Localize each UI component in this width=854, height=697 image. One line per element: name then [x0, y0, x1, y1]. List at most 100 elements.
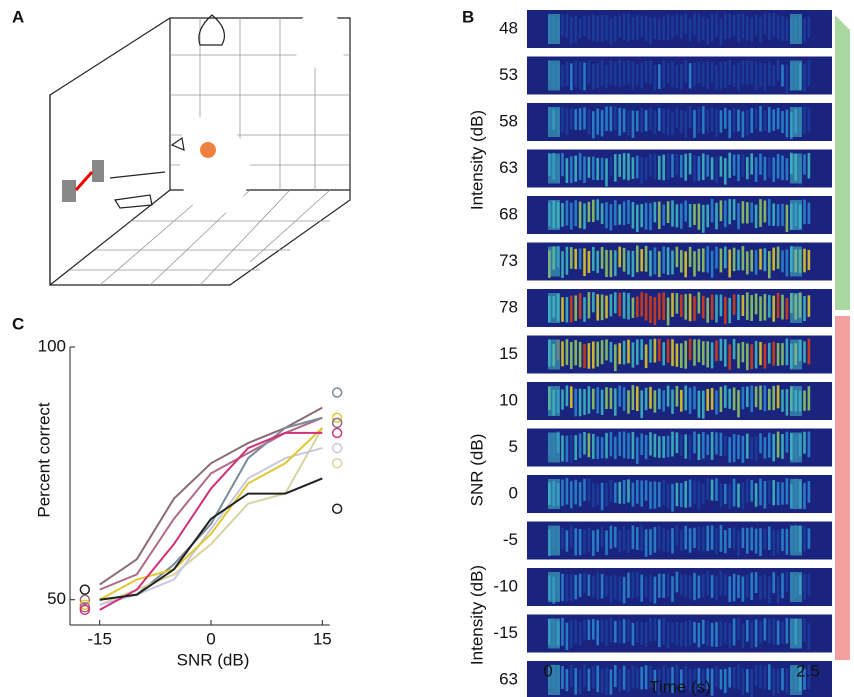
spectrogram-band	[644, 387, 648, 411]
spectrogram-band	[697, 668, 701, 689]
spectrogram-band	[693, 527, 696, 548]
spectrogram-band	[768, 576, 771, 604]
spectrogram-band	[666, 14, 670, 41]
spectrogram-band	[609, 294, 613, 317]
spectrogram-band	[737, 483, 740, 508]
spectrogram-band	[662, 617, 665, 646]
row-label: 63	[499, 158, 518, 177]
spectrogram-band	[600, 526, 604, 548]
spectrogram-band	[561, 152, 564, 177]
spectrogram-band	[570, 63, 573, 91]
spectrogram-band	[578, 528, 582, 556]
spectrogram-band	[719, 156, 723, 177]
spectrogram-band	[658, 436, 661, 458]
spectrogram-band	[618, 107, 621, 136]
spectrogram-band	[741, 435, 745, 463]
spectrogram-band	[732, 573, 736, 602]
spectrogram-band	[728, 110, 731, 139]
spectrogram-band	[684, 621, 687, 647]
spectrogram-band	[596, 199, 599, 221]
spectrogram-band	[578, 388, 582, 417]
spectrograms: 48 53 58 63 68 73 78 15 10 5 0 -5 -10 -15 63 Intensity …	[467, 10, 832, 697]
spectrogram-band	[627, 669, 630, 693]
spectrogram-band	[583, 203, 586, 230]
spectrogram-band	[776, 59, 780, 81]
spectrogram-band	[640, 390, 643, 419]
spectrogram-band	[807, 202, 811, 224]
spectrogram-band	[684, 251, 687, 278]
spectrogram-band	[693, 251, 696, 277]
spectrogram-band	[803, 248, 806, 273]
spectrogram-band	[574, 388, 577, 417]
spectrogram-band	[574, 528, 577, 556]
spectrogram-band	[614, 15, 617, 42]
spectrogram-band	[622, 108, 626, 133]
spectrogram-band	[600, 574, 604, 599]
spectrogram-band	[680, 294, 683, 317]
spectrogram-band	[776, 292, 780, 318]
spectrogram-band	[785, 571, 789, 592]
spectrogram-band	[609, 525, 613, 549]
series-line	[99, 427, 324, 601]
spectrogram-band	[776, 481, 780, 506]
spectrogram-band	[737, 249, 740, 271]
spectrogram-band	[719, 18, 723, 45]
spectrogram-band	[653, 201, 657, 223]
spectrogram-band	[732, 247, 736, 272]
spectrogram-band	[587, 527, 591, 553]
spectrogram-band	[574, 109, 577, 130]
spectrogram-band	[600, 294, 604, 321]
panel-label: C	[12, 314, 24, 333]
spectrogram-band	[622, 153, 626, 180]
row-label: 68	[499, 204, 518, 223]
spectrogram-band	[741, 154, 745, 178]
spectrogram-band	[710, 388, 714, 410]
spectrogram-band	[680, 250, 683, 273]
spectrogram-band	[732, 199, 736, 221]
spectrogram-band	[781, 155, 784, 181]
spectrogram-band	[627, 110, 630, 136]
spectrogram-band	[675, 482, 679, 507]
spectrogram-band	[605, 530, 608, 556]
spectrogram-band	[671, 292, 674, 317]
x-tick-label: -15	[87, 629, 112, 648]
spectrogram-band	[785, 338, 789, 366]
spectrogram-band	[578, 61, 582, 90]
spectrogram-band	[592, 618, 595, 640]
spectrogram-band	[609, 18, 613, 45]
spectrogram-band	[587, 201, 591, 223]
spectrogram-band	[684, 574, 687, 598]
spectrogram-band	[754, 435, 758, 461]
spectrogram-band	[706, 18, 709, 45]
spectrogram-band	[658, 619, 661, 648]
spectrogram-band	[706, 434, 709, 455]
spectrogram-band	[706, 246, 709, 273]
spectrogram-band	[688, 479, 692, 508]
setup-illustration	[49, 12, 351, 286]
spectrogram-band	[658, 388, 661, 410]
spectrogram-band	[768, 526, 771, 551]
row-label: -5	[503, 530, 518, 549]
spectrogram-band	[763, 481, 767, 509]
row-label: 63	[499, 669, 518, 688]
spectrogram-band	[759, 248, 762, 270]
spectrogram-band	[675, 14, 679, 35]
spectrogram-band	[781, 203, 784, 226]
spectrogram	[527, 382, 832, 420]
spectrogram-band	[750, 480, 753, 502]
spectrogram	[527, 661, 832, 697]
row-label: 78	[499, 297, 518, 316]
spectrogram-band	[662, 246, 665, 274]
spectrogram-band	[649, 386, 652, 409]
spectrogram-band	[785, 389, 789, 416]
spectrogram-band	[763, 618, 767, 641]
spectrogram-band	[684, 666, 687, 689]
spectrogram-band	[596, 572, 599, 600]
spectrogram-band	[776, 620, 780, 645]
spectrogram-band	[768, 107, 771, 133]
spectrogram-band	[737, 343, 740, 369]
spectrogram-band	[570, 434, 573, 462]
spectrogram-band	[627, 339, 630, 364]
spectrogram-band	[671, 154, 674, 178]
spectrogram-band	[640, 433, 643, 455]
